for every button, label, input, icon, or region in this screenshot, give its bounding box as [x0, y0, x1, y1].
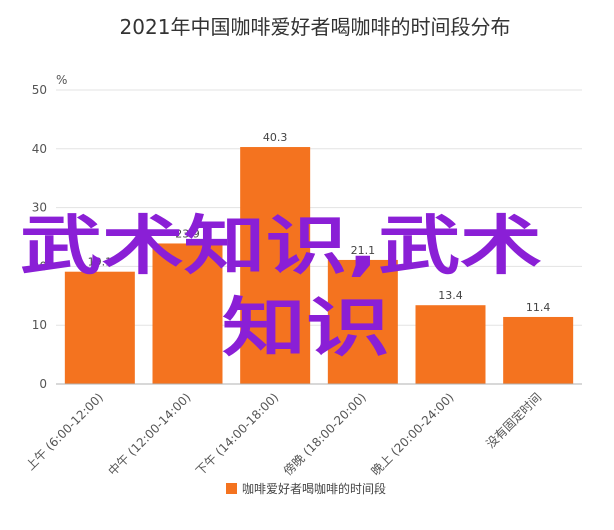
data-label: 23.9	[175, 227, 200, 240]
watermark-line-1: 武术知识,武术	[20, 210, 542, 284]
data-label: 19.1	[88, 256, 113, 269]
x-tick-label: 傍晚 (18:00-20:00)	[280, 390, 369, 479]
chart-title: 2021年中国咖啡爱好者喝咖啡的时间段分布	[120, 15, 511, 39]
watermark-line-2: 知识	[222, 292, 390, 366]
bar	[327, 259, 398, 384]
legend-swatch	[226, 483, 237, 494]
y-tick-label: 0	[39, 377, 47, 391]
data-labels: 19.1 23.9 40.3 21.1 13.4 11.4	[88, 131, 551, 314]
x-axis-ticks: 上午 (6:00-12:00) 中午 (12:00-14:00) 下午 (14:00…	[23, 390, 544, 479]
bar	[152, 243, 223, 384]
bar	[240, 147, 311, 384]
x-tick-label: 下午 (14:00-18:00)	[193, 390, 281, 478]
y-tick-label: 40	[32, 142, 47, 156]
data-label: 13.4	[438, 289, 463, 302]
x-tick-label: 中午 (12:00-14:00)	[105, 390, 194, 479]
bar	[503, 316, 574, 384]
data-label: 21.1	[351, 244, 376, 257]
bar	[64, 271, 135, 384]
bars	[64, 147, 574, 384]
data-label: 40.3	[263, 131, 288, 144]
data-label: 11.4	[526, 301, 551, 314]
x-tick-label: 没有固定时间	[483, 390, 545, 452]
gridlines	[56, 89, 582, 326]
x-tick-label: 上午 (6:00-12:00)	[23, 390, 106, 473]
y-tick-label: 30	[32, 201, 47, 215]
y-tick-label: 50	[32, 83, 47, 97]
bar	[415, 305, 486, 384]
legend: 咖啡爱好者喝咖啡的时间段	[226, 481, 386, 496]
watermark-overlay: 武术知识,武术 知识	[20, 210, 542, 366]
x-tick-label: 晚上 (20:00-24:00)	[368, 390, 456, 478]
y-axis-ticks: 0 10 20 30 40 50	[32, 83, 47, 391]
y-axis-unit: %	[56, 73, 67, 87]
y-tick-label: 20	[32, 259, 47, 273]
legend-label: 咖啡爱好者喝咖啡的时间段	[242, 481, 386, 496]
y-tick-label: 10	[32, 318, 47, 332]
